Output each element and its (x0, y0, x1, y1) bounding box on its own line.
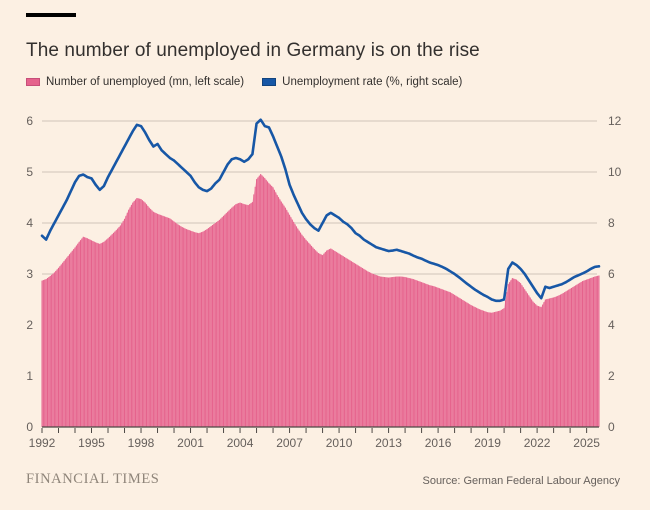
svg-text:1992: 1992 (29, 436, 56, 450)
svg-text:3: 3 (26, 267, 33, 281)
svg-text:1998: 1998 (128, 436, 155, 450)
svg-text:2001: 2001 (177, 436, 204, 450)
title-accent-bar (26, 13, 76, 17)
rate-swatch-icon (262, 78, 277, 86)
svg-text:4: 4 (26, 216, 33, 230)
svg-text:4: 4 (608, 318, 615, 332)
svg-text:8: 8 (608, 216, 615, 230)
svg-text:6: 6 (26, 114, 33, 128)
svg-text:12: 12 (608, 114, 622, 128)
legend-item-unemployed: Number of unemployed (mn, left scale) (26, 76, 244, 88)
svg-text:2004: 2004 (227, 436, 254, 450)
svg-text:2: 2 (26, 318, 33, 332)
chart-area: 1992 1995 1998 2001 2004 2007 2010 2013 2016 2019… (0, 105, 650, 465)
svg-text:1: 1 (26, 369, 33, 383)
unemployed-swatch-icon (26, 78, 40, 86)
svg-text:5: 5 (26, 165, 33, 179)
svg-text:6: 6 (608, 267, 615, 281)
svg-text:2010: 2010 (326, 436, 353, 450)
svg-text:2013: 2013 (375, 436, 402, 450)
svg-text:1995: 1995 (78, 436, 105, 450)
svg-text:10: 10 (608, 165, 622, 179)
svg-text:0: 0 (26, 420, 33, 434)
source-note: Source: German Federal Labour Agency (422, 475, 620, 487)
svg-text:2016: 2016 (425, 436, 452, 450)
legend-item-rate: Unemployment rate (%, right scale) (262, 76, 462, 88)
legend-item-label: Unemployment rate (%, right scale) (282, 76, 463, 88)
svg-text:2025: 2025 (573, 436, 600, 450)
svg-text:2: 2 (608, 369, 615, 383)
svg-text:2007: 2007 (276, 436, 303, 450)
page-title: The number of unemployed in Germany is o… (26, 39, 480, 61)
legend-item-label: Number of unemployed (mn, left scale) (46, 76, 245, 88)
svg-text:0: 0 (608, 420, 615, 434)
financial-times-wordmark: FINANCIAL TIMES (26, 471, 160, 487)
svg-text:2019: 2019 (474, 436, 501, 450)
svg-text:2022: 2022 (524, 436, 551, 450)
chart-legend: Number of unemployed (mn, left scale) Un… (26, 76, 462, 88)
